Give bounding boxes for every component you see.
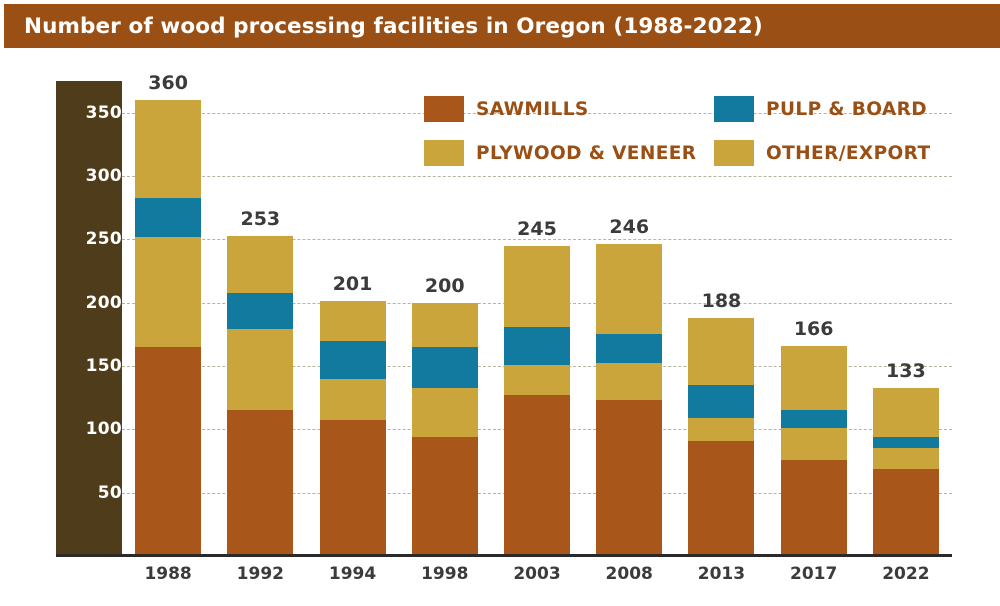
bar-column[interactable]: 246 [596, 81, 663, 556]
legend-label-sawmills: SAWMILLS [476, 98, 589, 120]
legend-item-pulp_board[interactable]: PULP & BOARD [714, 96, 927, 122]
bar-segment[interactable] [411, 302, 478, 347]
bar-total-label: 133 [886, 359, 926, 382]
bar-column[interactable]: 166 [780, 81, 847, 556]
y-axis-tick-label: 300 [85, 166, 122, 186]
y-axis-tick-label: 150 [85, 356, 122, 376]
y-axis-tick-label: 200 [85, 292, 122, 313]
bar-column[interactable]: 360 [135, 72, 202, 556]
plot-region: 360 253 201 200 245 246 188 166 133 [122, 72, 952, 556]
bar-segment[interactable] [780, 410, 847, 429]
bar-segment[interactable] [780, 345, 847, 411]
bar-total-label: 201 [332, 273, 373, 296]
bar-segment[interactable] [504, 326, 570, 365]
legend-item-plywood_veneer[interactable]: PLYWOOD & VENEER [424, 140, 696, 166]
x-axis-tick-label: 1992 [236, 564, 284, 584]
bar-segment[interactable] [688, 385, 755, 418]
x-axis-tick-label: 2008 [605, 564, 653, 584]
bar-segment[interactable] [135, 100, 202, 198]
bar-segment[interactable] [504, 395, 570, 556]
bar-column[interactable]: 245 [504, 81, 570, 556]
bar-segment[interactable] [319, 420, 386, 556]
bar-column[interactable]: 200 [411, 81, 478, 556]
bar-segment[interactable] [596, 363, 663, 401]
gridline [122, 239, 952, 241]
legend-swatch-pulp_board [714, 96, 754, 122]
bar-total-label: 253 [240, 207, 281, 230]
bar-segment[interactable] [872, 436, 939, 449]
bar-segment[interactable] [135, 197, 202, 237]
y-axis-tick-label: 250 [85, 229, 122, 250]
bar-segment[interactable] [504, 364, 570, 396]
bar-segment[interactable] [227, 329, 294, 411]
bar-segment[interactable] [780, 428, 847, 460]
bar-total-label: 166 [793, 317, 834, 340]
bar-segment[interactable] [227, 292, 294, 330]
bar-segment[interactable] [319, 340, 386, 379]
bar-segment[interactable] [319, 378, 386, 421]
bar-segment[interactable] [596, 334, 663, 364]
y-axis-tick-label: 100 [85, 419, 122, 440]
legend-label-other_export: OTHER/EXPORT [766, 142, 931, 164]
bar-segment[interactable] [780, 459, 847, 556]
bar-segment[interactable] [596, 244, 663, 335]
x-axis-tick-label: 2013 [697, 564, 746, 584]
legend-label-pulp_board: PULP & BOARD [766, 98, 927, 120]
bar-segment[interactable] [688, 440, 755, 556]
x-axis-tick-label: 2022 [882, 564, 930, 584]
bar-column[interactable]: 188 [688, 81, 755, 556]
x-axis-tick-label: 2003 [513, 564, 561, 584]
chart-area: 360 253 201 200 245 246 188 166 133 50 100 150 200 2… [4, 48, 1000, 606]
x-axis-tick-label: 1994 [328, 564, 377, 584]
bar-column[interactable]: 201 [319, 81, 386, 556]
bar-segment[interactable] [135, 236, 202, 347]
legend-swatch-plywood_veneer [424, 140, 464, 166]
x-axis-line [56, 554, 952, 557]
bar-segment[interactable] [596, 400, 663, 556]
bar-segment[interactable] [688, 317, 755, 385]
legend-item-other_export[interactable]: OTHER/EXPORT [714, 140, 931, 166]
y-axis-block [56, 81, 122, 556]
bar-total-label: 200 [424, 274, 465, 297]
bar-column[interactable]: 133 [872, 81, 939, 556]
legend-swatch-sawmills [424, 96, 464, 122]
bar-segment[interactable] [135, 347, 202, 556]
x-axis-tick-label: 2017 [789, 564, 838, 584]
legend-label-plywood_veneer: PLYWOOD & VENEER [476, 142, 697, 164]
bar-segment[interactable] [688, 417, 755, 441]
bar-total-label: 360 [148, 72, 188, 94]
legend: SAWMILLS PULP & BOARD PLYWOOD & VENEER OTHE… [424, 96, 954, 171]
bar-segment[interactable] [411, 436, 478, 556]
gridline [122, 176, 952, 177]
y-axis-tick-label: 350 [85, 102, 122, 123]
bar-segment[interactable] [227, 235, 294, 293]
bar-segment[interactable] [319, 301, 386, 341]
x-axis-tick-label: 1998 [421, 564, 469, 584]
bar-total-label: 246 [609, 216, 650, 239]
bar-segment[interactable] [411, 347, 478, 388]
bar-segment[interactable] [872, 387, 939, 437]
legend-swatch-other_export [714, 140, 754, 166]
y-axis-tick-label: 50 [97, 482, 122, 503]
bar-total-label: 188 [701, 289, 742, 312]
bar-segment[interactable] [504, 245, 570, 327]
title-bar: Number of wood processing facilities in … [4, 4, 1000, 48]
bar-total-label: 245 [517, 217, 557, 240]
bar-segment[interactable] [872, 468, 939, 556]
legend-item-sawmills[interactable]: SAWMILLS [424, 96, 589, 122]
x-axis-tick-label: 1988 [144, 564, 192, 584]
bar-segment[interactable] [872, 448, 939, 469]
page-title: Number of wood processing facilities in … [24, 13, 763, 39]
gridline [122, 112, 952, 114]
bar-column[interactable]: 253 [227, 81, 294, 556]
bar-segment[interactable] [411, 387, 478, 437]
bar-segment[interactable] [227, 410, 294, 556]
